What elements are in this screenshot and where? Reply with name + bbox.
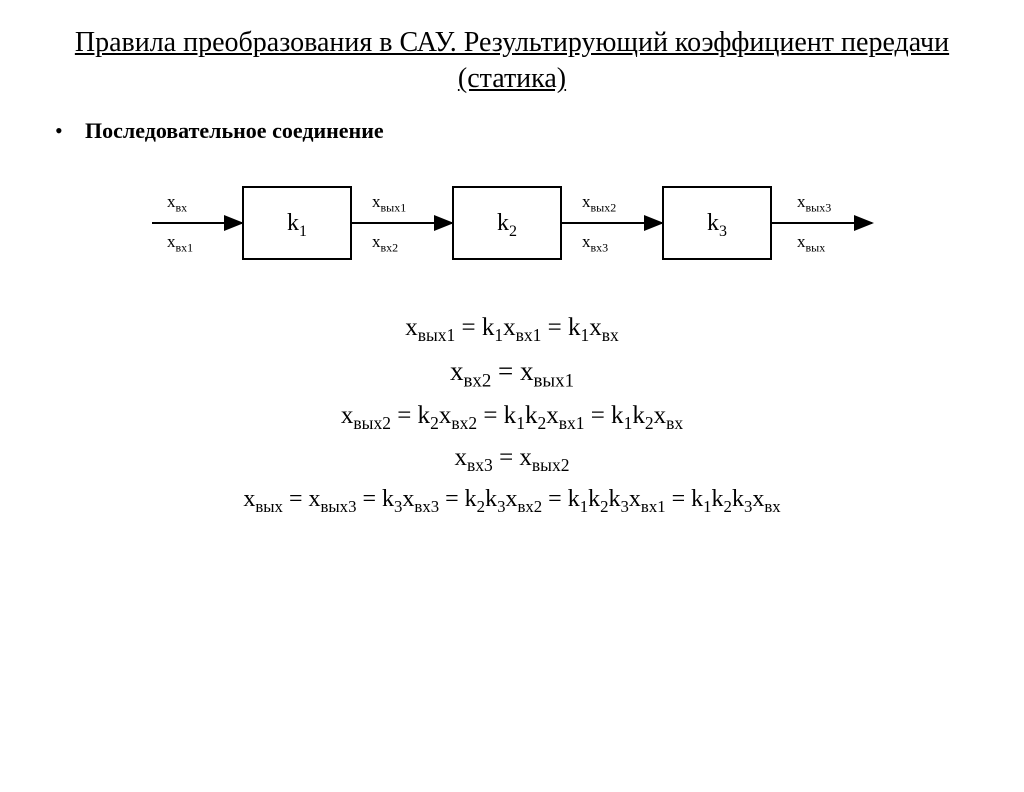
block-b3: k3 (662, 186, 772, 260)
signal-label-top-3: xвых3 (797, 192, 831, 215)
block-b2: k2 (452, 186, 562, 260)
subtitle-line: • Последовательное соединение (55, 118, 984, 144)
block-diagram: k1 k2 k3 xвх xвх1 xвых1 xвх2 xвых2 xвх3 xвых3 xвых (132, 164, 892, 284)
signal-label-bottom-3: xвых (797, 232, 825, 255)
page-title: Правила преобразования в САУ. Результиру… (40, 25, 984, 98)
equation-2: xвх2 = xвых1 (0, 356, 1024, 392)
signal-label-bottom-0: xвх1 (167, 232, 193, 255)
equations-area: xвых1 = k1xвх1 = k1xвх xвх2 = xвых1 xвых… (0, 314, 1024, 517)
signal-label-top-2: xвых2 (582, 192, 616, 215)
equation-5: xвых = xвых3 = k3xвх3 = k2k3xвх2 = k1k2k… (0, 486, 1024, 517)
signal-label-bottom-1: xвх2 (372, 232, 398, 255)
subtitle-text: Последовательное соединение (85, 118, 384, 143)
bullet-icon: • (55, 118, 63, 144)
equation-3: xвых2 = k2xвх2 = k1k2xвх1 = k1k2xвх (0, 402, 1024, 434)
equation-4: xвх3 = xвых2 (0, 444, 1024, 476)
signal-label-bottom-2: xвх3 (582, 232, 608, 255)
equation-1: xвых1 = k1xвх1 = k1xвх (0, 314, 1024, 346)
block-b1: k1 (242, 186, 352, 260)
signal-label-top-0: xвх (167, 192, 187, 215)
signal-label-top-1: xвых1 (372, 192, 406, 215)
